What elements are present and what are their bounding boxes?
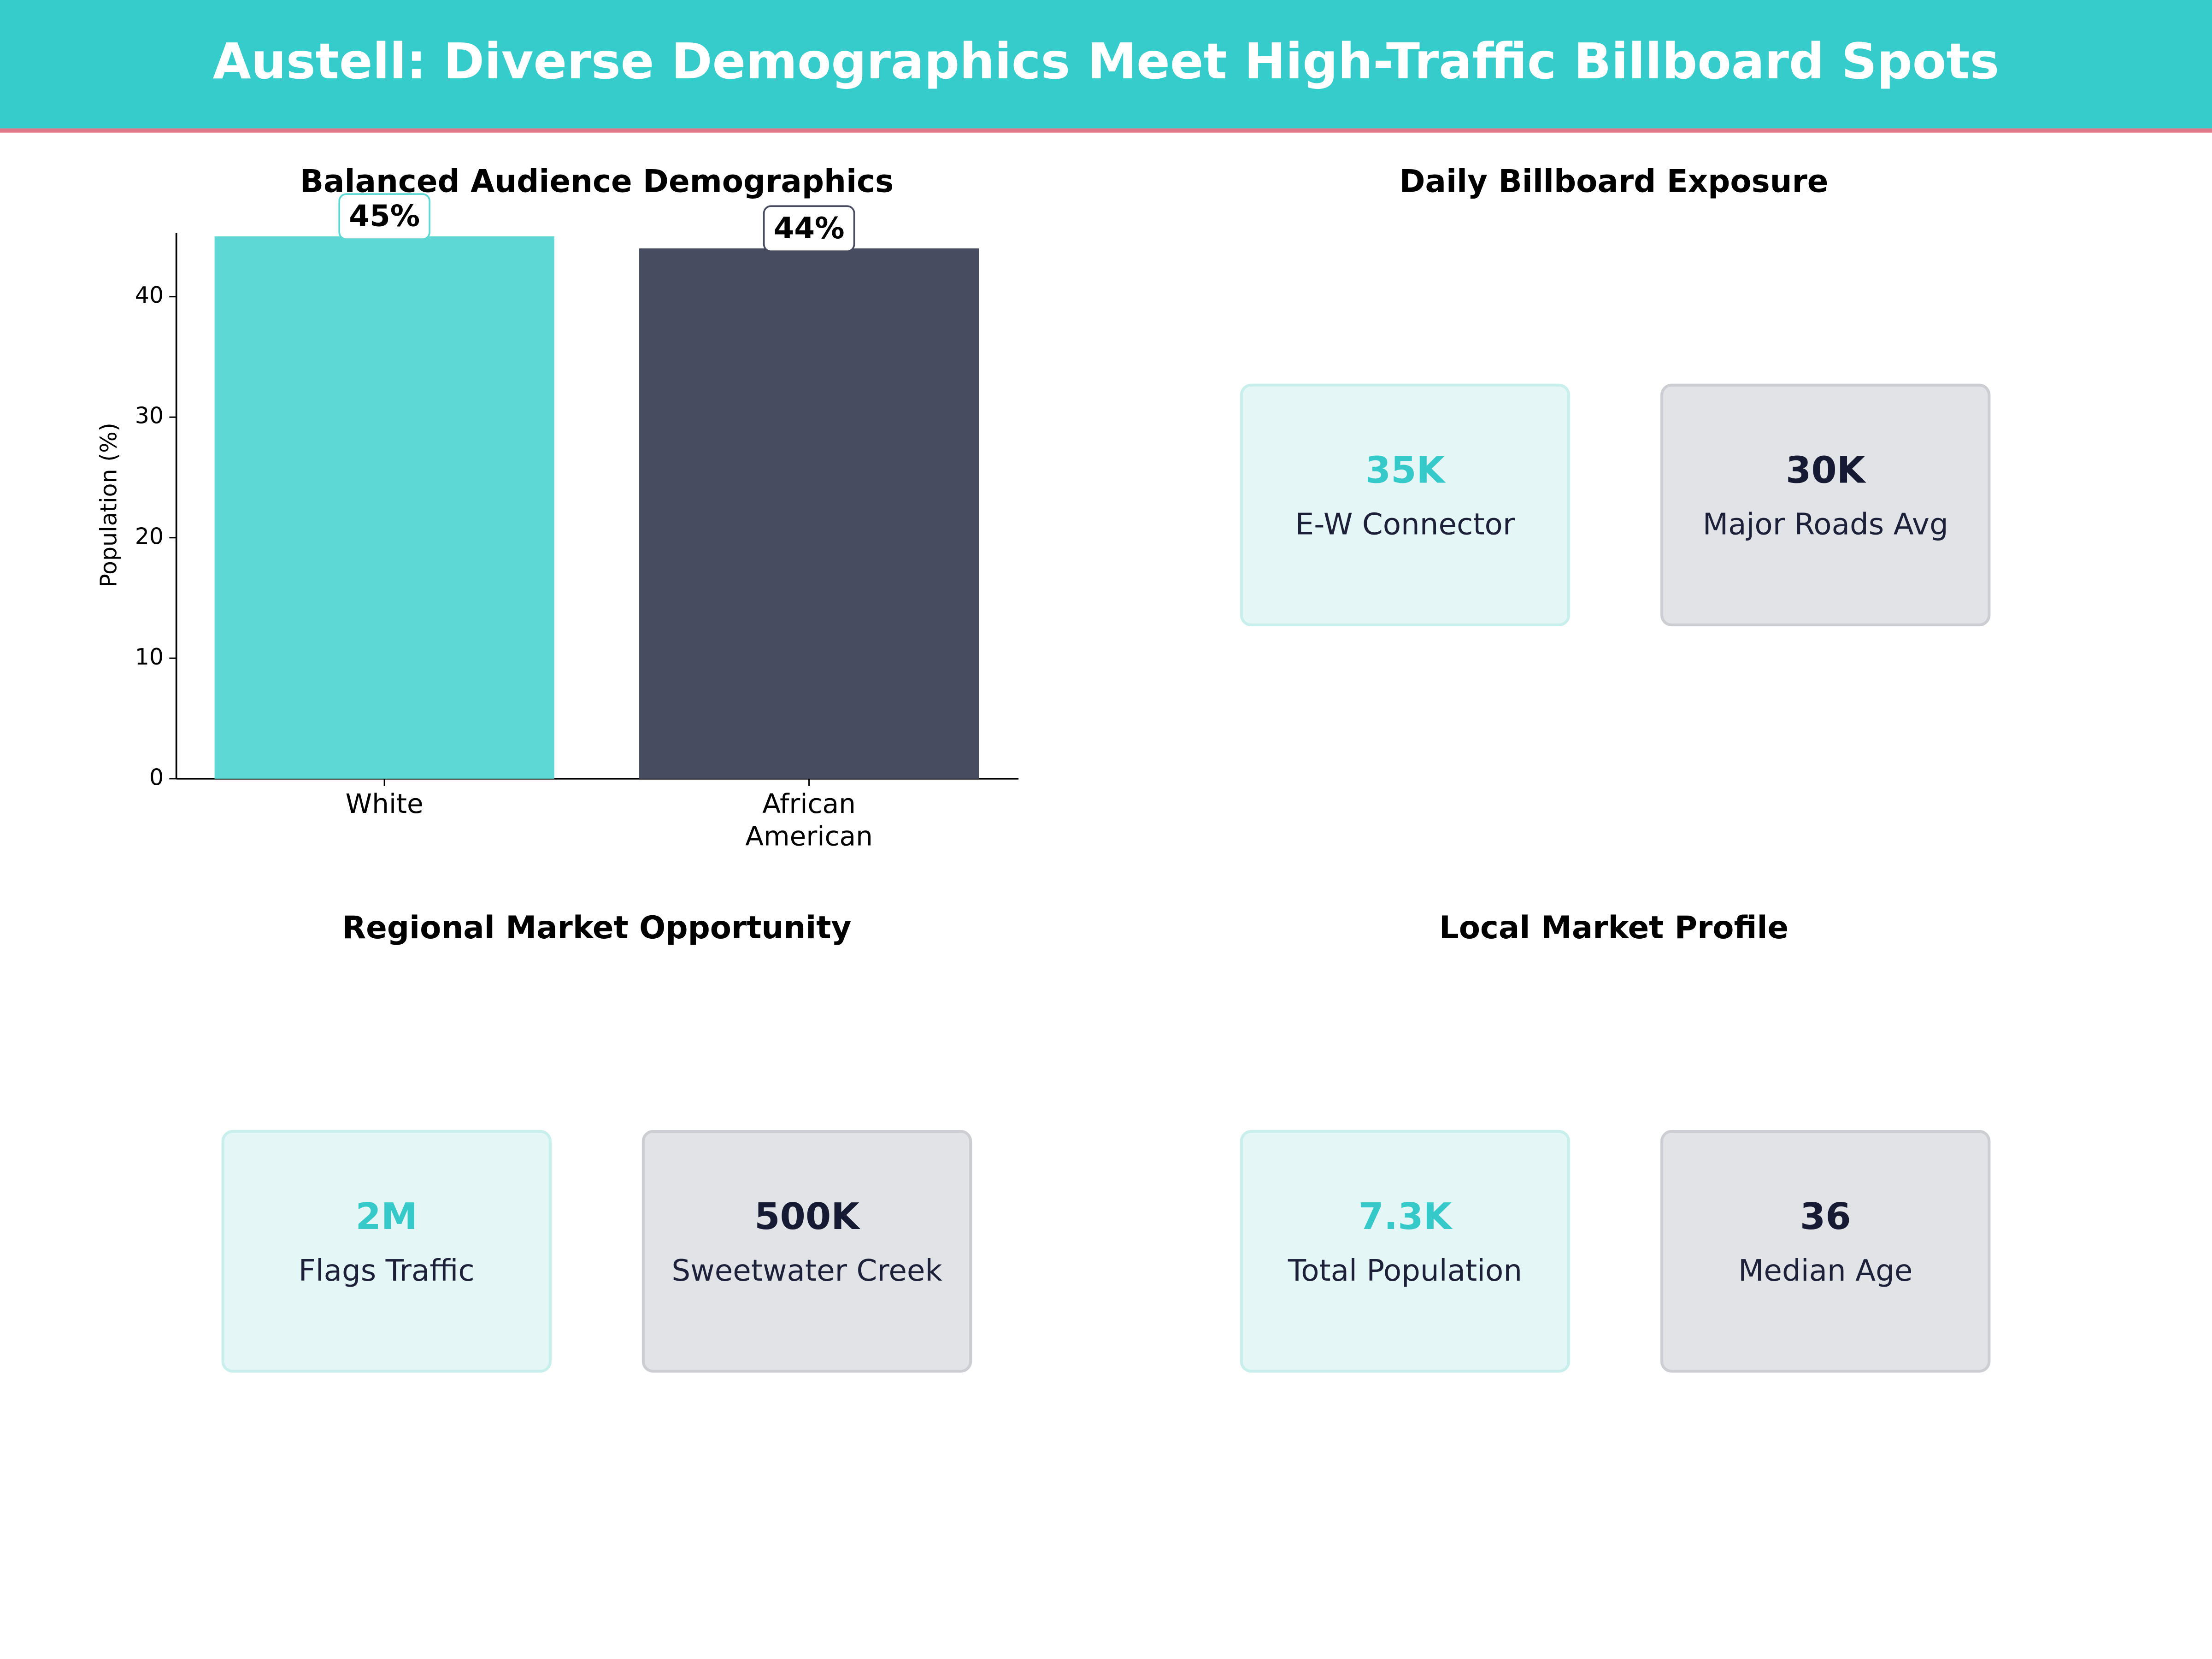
panel-title: Daily Billboard Exposure bbox=[1400, 163, 1829, 200]
y-tick-label: 10 bbox=[135, 644, 164, 670]
x-tick-label: African American bbox=[745, 788, 873, 852]
y-tick-label: 30 bbox=[135, 403, 164, 429]
kpi-card bbox=[1240, 1130, 1571, 1373]
kpi-card bbox=[1660, 1130, 1991, 1373]
kpi-card bbox=[1660, 383, 1991, 627]
value-label: 45% bbox=[349, 199, 420, 234]
kpi-label: Sweetwater Creek bbox=[671, 1253, 942, 1288]
page-title: Austell: Diverse Demographics Meet High-… bbox=[213, 33, 2000, 90]
kpi-label: E-W Connector bbox=[1295, 507, 1515, 541]
value-label-box bbox=[338, 193, 430, 240]
kpi-card bbox=[1240, 383, 1571, 627]
panel-title: Local Market Profile bbox=[1439, 909, 1788, 946]
kpi-value: 35K bbox=[1365, 448, 1447, 491]
kpi-label: Major Roads Avg bbox=[1703, 507, 1948, 541]
kpi-value: 2M bbox=[355, 1195, 418, 1238]
value-label: 44% bbox=[774, 211, 845, 246]
kpi-label: Flags Traffic bbox=[299, 1253, 475, 1288]
y-axis-label: Population (%) bbox=[95, 423, 122, 588]
kpi-label: Median Age bbox=[1738, 1253, 1912, 1288]
kpi-card bbox=[221, 1130, 552, 1373]
kpi-card bbox=[641, 1130, 972, 1373]
value-label-box bbox=[763, 205, 855, 253]
header-rule bbox=[0, 128, 2212, 133]
bar bbox=[214, 236, 554, 779]
kpi-value: 7.3K bbox=[1359, 1195, 1453, 1238]
x-tick-label: White bbox=[346, 788, 424, 819]
bar bbox=[639, 248, 979, 779]
kpi-label: Total Population bbox=[1288, 1253, 1522, 1288]
y-tick-label: 20 bbox=[135, 523, 164, 549]
kpi-value: 36 bbox=[1800, 1195, 1851, 1238]
kpi-value: 500K bbox=[754, 1195, 861, 1238]
y-tick-label: 0 bbox=[149, 764, 164, 790]
header-bar bbox=[0, 0, 2212, 129]
y-tick-label: 40 bbox=[135, 282, 164, 308]
panel-title: Regional Market Opportunity bbox=[342, 909, 851, 946]
kpi-value: 30K bbox=[1786, 448, 1867, 491]
